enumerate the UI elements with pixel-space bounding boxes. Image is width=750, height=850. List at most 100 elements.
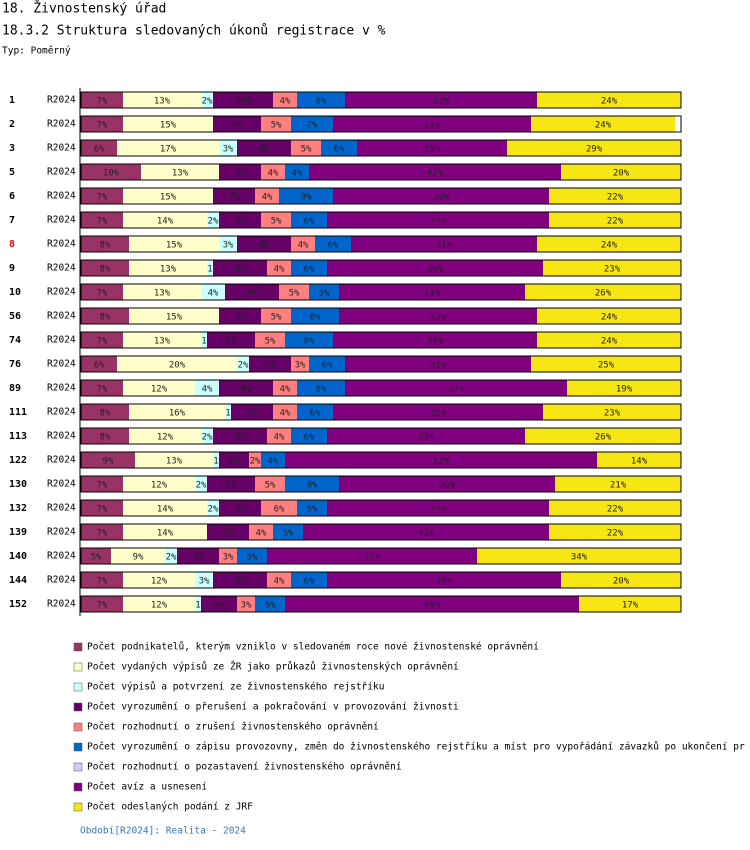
- bar-segment: [165, 548, 177, 564]
- row-label: 6: [9, 191, 15, 202]
- period-label: R2024: [47, 311, 76, 322]
- bar-segment: [81, 548, 111, 564]
- row-label: 7: [9, 215, 15, 226]
- data-label: 9%: [247, 289, 258, 299]
- data-label: 23%: [604, 265, 621, 275]
- bar-segment: [339, 284, 525, 300]
- legend-label: Počet rozhodnutí o pozastavení živnosten…: [87, 762, 402, 773]
- data-label: 42%: [427, 169, 444, 179]
- data-label: 4%: [202, 385, 213, 395]
- bar-segment: [255, 596, 285, 612]
- data-label: 7%: [229, 193, 240, 203]
- bar-segment: [81, 380, 123, 396]
- bar-segment: [141, 164, 219, 180]
- bar-segment: [231, 404, 273, 420]
- bar-segment: [291, 428, 327, 444]
- bar-segment: [81, 260, 129, 276]
- bar-segment: [249, 452, 261, 468]
- data-label: 7%: [97, 289, 108, 299]
- bar-segment: [201, 92, 213, 108]
- legend-label: Počet podnikatelů, kterým vzniklo v sled…: [87, 642, 539, 653]
- data-label: 29%: [586, 145, 603, 155]
- bar-segment: [195, 476, 207, 492]
- data-label: 15%: [160, 193, 177, 203]
- period-label: R2024: [47, 263, 76, 274]
- bar-segment: [309, 356, 345, 372]
- data-label: 4%: [274, 265, 285, 275]
- bar-segment: [117, 356, 237, 372]
- row-label: 1: [9, 95, 15, 106]
- period-label: R2024: [47, 503, 76, 514]
- bar-segment: [315, 236, 351, 252]
- data-label: 8%: [304, 337, 315, 347]
- bar-segment: [525, 428, 681, 444]
- bar-segment: [255, 188, 279, 204]
- data-label: 6%: [328, 241, 339, 251]
- bar-segment: [81, 332, 123, 348]
- data-label: 24%: [601, 337, 618, 347]
- bar-segment: [303, 524, 549, 540]
- bar-segment: [123, 500, 207, 516]
- data-label: 2%: [208, 217, 219, 227]
- bar-segment: [477, 548, 681, 564]
- bar-segment: [129, 404, 225, 420]
- bar-segment: [333, 116, 531, 132]
- bar-segment: [123, 596, 195, 612]
- data-label: 9%: [259, 145, 270, 155]
- data-label: 35%: [364, 553, 381, 563]
- bar-segment: [81, 356, 117, 372]
- data-label: 13%: [154, 97, 171, 107]
- bar-segment: [267, 572, 291, 588]
- period-label: R2024: [47, 119, 76, 130]
- bar-segment: [213, 116, 261, 132]
- data-label: 24%: [601, 241, 618, 251]
- data-label: 7%: [247, 409, 258, 419]
- bar-segment: [81, 428, 129, 444]
- data-label: 7%: [97, 505, 108, 515]
- legend-label: Počet výpisů a potvrzení ze živnostenské…: [87, 682, 384, 693]
- data-label: 14%: [157, 505, 174, 515]
- data-label: 2%: [238, 361, 249, 371]
- bar-segment: [597, 452, 681, 468]
- bar-segment: [255, 332, 285, 348]
- row-label: 5: [9, 167, 15, 178]
- bar-segment: [237, 140, 291, 156]
- period-label: R2024: [47, 335, 76, 346]
- bar-segment: [255, 476, 285, 492]
- bar-segment: [81, 404, 129, 420]
- bar-segment: [213, 572, 267, 588]
- row-label: 132: [9, 503, 27, 514]
- data-label: 8%: [100, 409, 111, 419]
- legend-label: Počet vydaných výpisů ze ŽR jako průkazů…: [87, 661, 459, 673]
- period-label: R2024: [47, 239, 76, 250]
- footer: Období[R2024]: Realita - 2024: [80, 826, 246, 837]
- data-label: 25%: [424, 145, 441, 155]
- data-label: 37%: [430, 217, 447, 227]
- legend-swatch: [73, 762, 83, 772]
- bar-segment: [81, 92, 123, 108]
- bar-segment: [273, 92, 297, 108]
- row-label: 111: [9, 407, 27, 418]
- data-label: 22%: [607, 193, 624, 203]
- row-label: 3: [9, 143, 15, 154]
- data-label: 13%: [154, 289, 171, 299]
- period-label: R2024: [47, 599, 76, 610]
- bar-frame: [80, 451, 682, 469]
- data-label: 32%: [433, 97, 450, 107]
- bar-segment: [237, 236, 291, 252]
- data-label: 9%: [235, 433, 246, 443]
- legend-swatch: [73, 722, 83, 732]
- bar-segment: [537, 92, 681, 108]
- data-label: 12%: [151, 577, 168, 587]
- data-label: 13%: [154, 337, 171, 347]
- bar-segment: [201, 428, 213, 444]
- bar-frame: [80, 91, 682, 109]
- data-label: 12%: [157, 433, 174, 443]
- bar-segment: [351, 236, 537, 252]
- data-label: 8%: [226, 481, 237, 491]
- bar-segment: [555, 476, 681, 492]
- row-label: 56: [9, 311, 21, 322]
- data-label: 9%: [307, 481, 318, 491]
- bar-segment: [123, 188, 213, 204]
- bar-segment: [129, 428, 201, 444]
